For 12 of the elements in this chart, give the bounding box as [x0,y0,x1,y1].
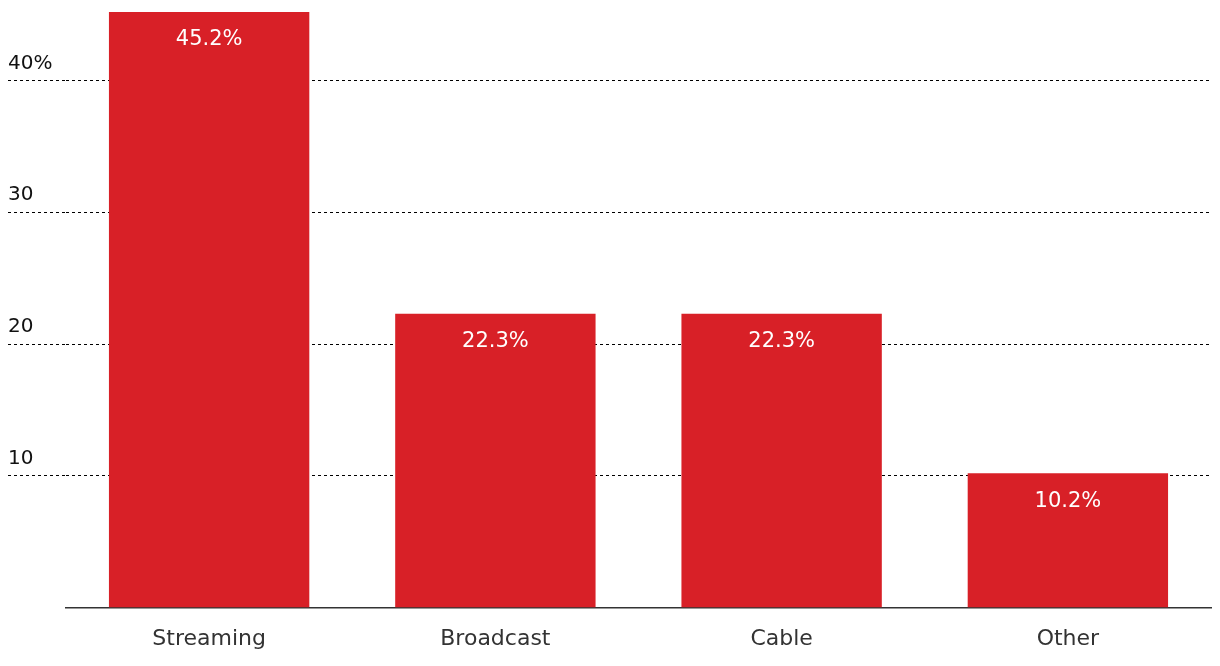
y-tick-label: 10 [8,445,34,470]
x-tick-label: Broadcast [440,624,551,650]
x-tick-label: Streaming [152,624,266,650]
data-label: 22.3% [462,328,529,353]
data-label: 45.2% [175,26,243,51]
y-tick-label: 20 [8,313,34,338]
y-tick-label: 30 [8,181,34,206]
y-tick-label: 40% [8,49,53,74]
x-tick-label: Cable [750,624,813,650]
x-tick-label: Other [1036,624,1101,650]
data-label: 22.3% [748,328,815,353]
data-label: 10.2% [1034,487,1102,512]
